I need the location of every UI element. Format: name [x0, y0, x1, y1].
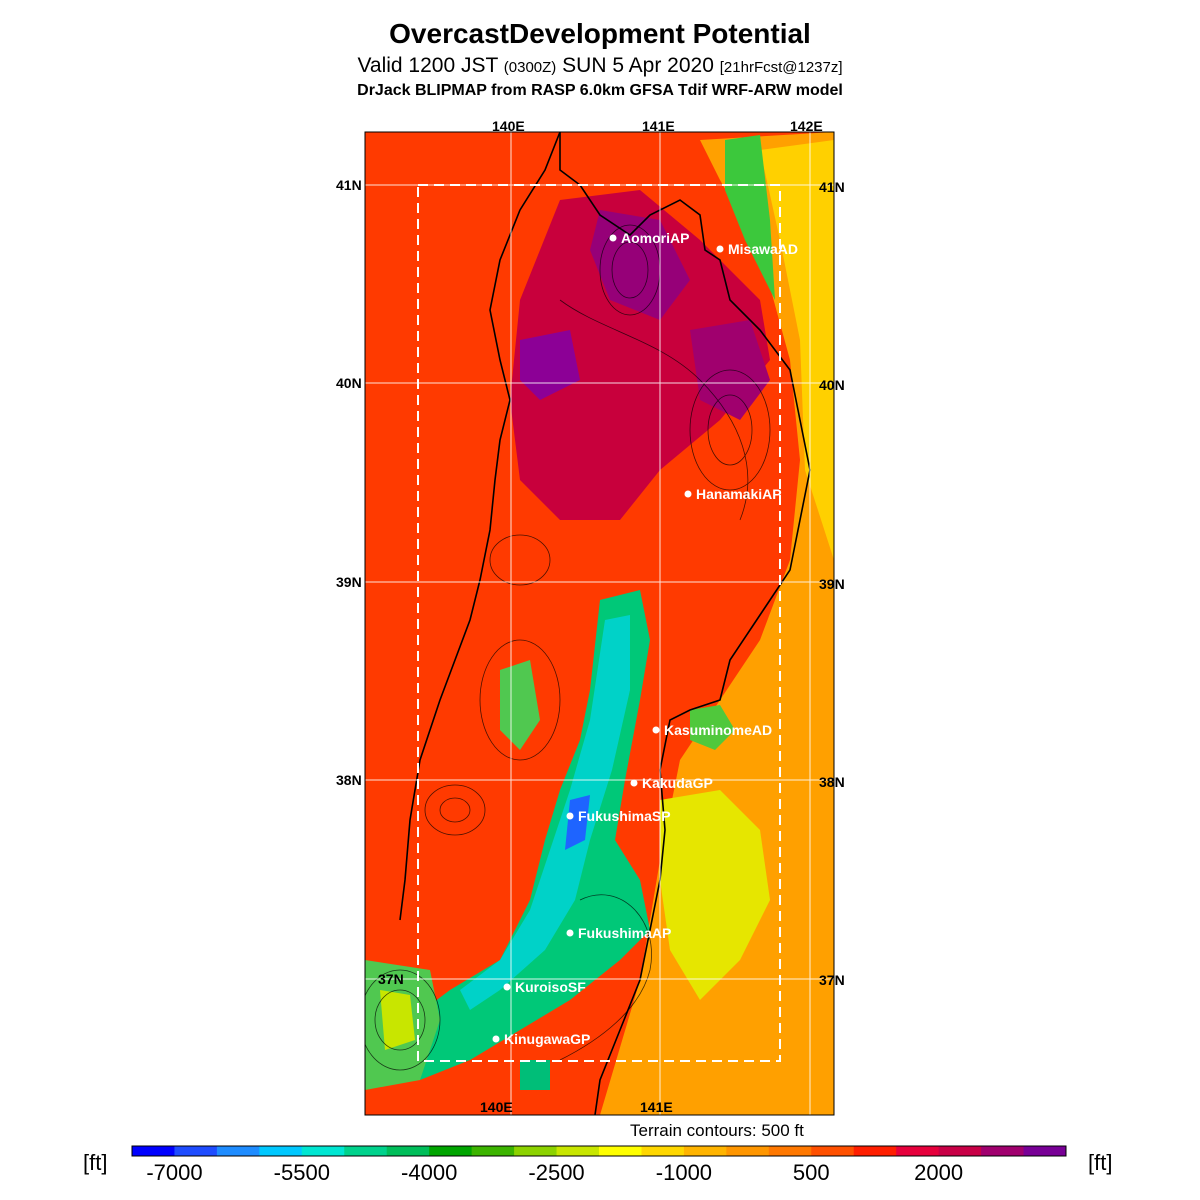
- site-label: KasuminomeAD: [664, 722, 772, 738]
- terrain-contours: [365, 224, 771, 1071]
- lat-label-left: 39N: [336, 574, 362, 590]
- site-kinugawa: KinugawaGP: [492, 1031, 590, 1047]
- site-label: FukushimaAP: [578, 925, 671, 941]
- colorbar-tick-label: 2000: [914, 1160, 963, 1185]
- field-east-orange: [600, 132, 834, 1115]
- model-line: DrJack BLIPMAP from RASP 6.0km GFSA Tdif…: [357, 82, 843, 99]
- colorbar-swatch: [981, 1146, 1025, 1156]
- lon-label-top: 140E: [492, 118, 525, 134]
- valid-prefix: Valid 1200 JST: [357, 54, 498, 77]
- chart-title: OvercastDevelopment Potential: [389, 18, 811, 49]
- site-kasuminome: KasuminomeAD: [652, 722, 772, 738]
- lat-label-right: 40N: [819, 377, 845, 393]
- colorbar-swatch: [853, 1146, 897, 1156]
- colorbar-swatch: [471, 1146, 515, 1156]
- lon-label-top: 141E: [642, 118, 675, 134]
- colorbar-swatch: [514, 1146, 558, 1156]
- lat-label-left: 41N: [336, 177, 362, 193]
- colorbar-swatch: [1023, 1146, 1067, 1156]
- colorbar-swatch: [768, 1146, 812, 1156]
- forecast-info: [21hrFcst@1237z]: [719, 59, 843, 76]
- valid-time-line: Valid 1200 JST (0300Z) SUN 5 Apr 2020 [2…: [0, 54, 1200, 78]
- site-kuroiso: KuroisoSF: [503, 979, 586, 995]
- site-label: HanamakiAP: [696, 486, 782, 502]
- lat-label-right: 38N: [819, 774, 845, 790]
- colorbar-swatch: [556, 1146, 600, 1156]
- lon-label-bottom: 140E: [480, 1099, 513, 1115]
- utc-time: (0300Z): [503, 59, 557, 76]
- map-frame: [364, 131, 835, 1116]
- lat-label-right: 37N: [819, 972, 845, 988]
- colorbar-tick-label: 500: [793, 1160, 830, 1185]
- colorbar-swatch: [641, 1146, 685, 1156]
- colorbar-swatch: [259, 1146, 303, 1156]
- colorbar-tick-label: -1000: [656, 1160, 712, 1185]
- field-green-valley: [395, 590, 650, 1080]
- colorbar-swatch: [344, 1146, 388, 1156]
- lat-label-left: 37N: [378, 971, 404, 987]
- colorbar-tick-label: -2500: [528, 1160, 584, 1185]
- colorbar-swatch: [132, 1146, 175, 1156]
- lat-label-right: 39N: [819, 576, 845, 592]
- colorbar-swatch: [683, 1146, 727, 1156]
- field-cyan-valley: [460, 615, 630, 1010]
- lat-label-right: 41N: [819, 179, 845, 195]
- colorbar-swatch: [938, 1146, 982, 1156]
- field-yellow-south: [660, 790, 770, 1000]
- colorbar-swatch: [429, 1146, 473, 1156]
- unit-right: [ft]: [1088, 1150, 1113, 1175]
- colorbar-swatch: [726, 1146, 770, 1156]
- colorbar-tick-label: -5500: [274, 1160, 330, 1185]
- lon-label-bottom: 141E: [640, 1099, 673, 1115]
- colorbar-swatch: [896, 1146, 940, 1156]
- site-label: KakudaGP: [642, 775, 713, 791]
- colorbar-swatch: [216, 1146, 260, 1156]
- field-green-west: [500, 660, 540, 750]
- unit-left: [ft]: [83, 1150, 108, 1175]
- lat-label-left: 38N: [336, 772, 362, 788]
- colorbar-tick-label: -4000: [401, 1160, 457, 1185]
- field-green-bay: [690, 705, 735, 750]
- field-dark-red-north: [510, 190, 770, 520]
- site-label: AomoriAP: [621, 230, 689, 246]
- colorbar-swatch: [811, 1146, 855, 1156]
- valid-date: SUN 5 Apr 2020: [562, 54, 714, 77]
- colorbar-swatch: [174, 1146, 218, 1156]
- colorbar-swatch: [301, 1146, 345, 1156]
- site-fukushima-sp: FukushimaSP: [566, 808, 671, 824]
- site-aomori: AomoriAP: [609, 230, 689, 246]
- colorbar-swatch: [386, 1146, 430, 1156]
- field-blue-min: [565, 795, 590, 850]
- site-label: KuroisoSF: [515, 979, 586, 995]
- colorbar-ticks: -7000 -5500 -4000 -2500 -1000 500 2000: [146, 1160, 963, 1185]
- site-fukushima-ap: FukushimaAP: [566, 925, 671, 941]
- site-misawa: MisawaAD: [716, 241, 798, 257]
- field-lime-sw: [380, 990, 415, 1050]
- site-kakuda: KakudaGP: [630, 775, 713, 791]
- field-green-s: [520, 1060, 550, 1090]
- colorbar: [132, 1146, 1067, 1156]
- site-label: KinugawaGP: [504, 1031, 590, 1047]
- site-hanamaki: HanamakiAP: [684, 486, 782, 502]
- field-ne-yellow: [760, 140, 834, 560]
- colorbar-frame: [131, 1145, 1067, 1157]
- map-field: [365, 132, 834, 1115]
- site-label: FukushimaSP: [578, 808, 671, 824]
- lon-label-top: 142E: [790, 118, 823, 134]
- site-label: MisawaAD: [728, 241, 798, 257]
- lat-label-left: 40N: [336, 375, 362, 391]
- colorbar-swatch: [599, 1146, 642, 1156]
- terrain-note: Terrain contours: 500 ft: [630, 1121, 804, 1140]
- field-green-coast: [725, 135, 775, 300]
- inner-domain-box: [417, 184, 781, 1062]
- colorbar-tick-label: -7000: [146, 1160, 202, 1185]
